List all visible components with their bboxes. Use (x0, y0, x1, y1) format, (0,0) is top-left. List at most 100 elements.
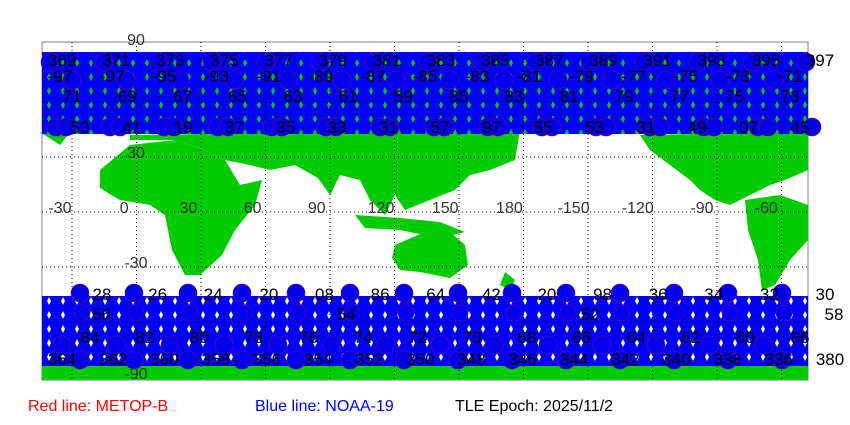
pass-label: 364 (48, 350, 76, 369)
pass-marker (232, 350, 252, 370)
pass-marker (440, 70, 460, 90)
pass-label: 19 (173, 118, 192, 137)
pass-label: 65 (228, 87, 247, 106)
graticule (42, 42, 808, 380)
pass-label: 71 (63, 87, 82, 106)
lon-tick-label: -60 (755, 200, 778, 217)
pass-marker (592, 335, 612, 355)
pass-label: 348 (457, 350, 485, 369)
pass-label: 20 (537, 285, 556, 304)
pass-marker (721, 304, 739, 322)
north-america (640, 132, 808, 205)
pass-label: 381 (373, 51, 401, 70)
pass-label: 76 (299, 328, 318, 347)
pass-marker (322, 335, 342, 355)
lon-tick-label: 120 (368, 200, 395, 217)
pass-label: 68 (517, 328, 536, 347)
pass-label: 375 (210, 51, 238, 70)
pass-label: 358 (201, 350, 229, 369)
pass-marker (610, 283, 630, 303)
pass-marker (634, 52, 654, 72)
pass-label: 64 (627, 328, 646, 347)
pass-marker (538, 335, 558, 355)
pass-marker (70, 283, 90, 303)
pass-label: 59 (394, 87, 413, 106)
pass-marker (94, 52, 114, 72)
pass-marker (56, 117, 76, 137)
pass-label: 34 (704, 285, 723, 304)
pass-marker (772, 350, 792, 370)
pass-marker (127, 304, 145, 322)
pass-label: 53 (585, 118, 604, 137)
pass-marker (376, 335, 396, 355)
pass-marker (106, 335, 126, 355)
pass-marker (256, 52, 276, 72)
pass-marker (494, 70, 514, 90)
lon-tick-label: -30 (48, 200, 71, 217)
pass-label: 352 (355, 350, 383, 369)
legend-blue-line: Blue line: NOAA-19 (255, 398, 394, 415)
pass-label: 60 (736, 328, 755, 347)
pass-label: 86 (791, 328, 810, 347)
pass-marker (710, 70, 730, 90)
pass-label: 56 (93, 305, 112, 324)
lon-tick-label: 180 (496, 200, 523, 217)
pass-label: 70 (463, 328, 482, 347)
pass-marker (286, 283, 306, 303)
pass-marker (386, 70, 406, 90)
pass-marker (178, 350, 198, 370)
pass-marker (650, 117, 670, 137)
pass-marker (124, 283, 144, 303)
pass-marker (380, 117, 400, 137)
pass-marker (559, 304, 577, 322)
pass-marker (224, 70, 244, 90)
pass-marker (340, 283, 360, 303)
pass-label: 20 (259, 285, 278, 304)
pass-marker (73, 304, 91, 322)
pass-label: 37 (225, 118, 244, 137)
pass-marker (700, 335, 720, 355)
pass-label: 389 (589, 51, 617, 70)
pass-label: 69 (118, 87, 137, 106)
pass-label: 35 (276, 118, 295, 137)
pass-label: 64 (426, 285, 445, 304)
pass-label: 362 (99, 350, 127, 369)
pass-label: 84 (81, 328, 100, 347)
pass-label: 83 (504, 87, 523, 106)
lon-tick-label: -120 (622, 200, 654, 217)
pass-label: 49 (688, 118, 707, 137)
pass-label: 72 (408, 328, 427, 347)
pass-marker (610, 350, 630, 370)
legend-red-line: Red line: METOP-B (28, 398, 169, 415)
pass-label: -91 (256, 67, 281, 86)
pass-label: 356 (253, 350, 281, 369)
land-masses (40, 130, 808, 290)
pass-marker (310, 52, 330, 72)
lon-tick-label: 0 (120, 200, 129, 217)
pass-label: 31 (379, 118, 398, 137)
pass-marker (278, 70, 298, 90)
pass-label: 75 (725, 87, 744, 106)
pass-marker (70, 350, 90, 370)
pass-marker (772, 283, 792, 303)
pass-marker (286, 350, 306, 370)
pass-marker (116, 70, 136, 90)
pass-label: 338 (713, 350, 741, 369)
pass-marker (160, 335, 180, 355)
pass-marker (148, 52, 168, 72)
pass-marker (289, 304, 307, 322)
pass-marker (202, 52, 222, 72)
pass-marker (718, 283, 738, 303)
pass-marker (472, 52, 492, 72)
pass-label: 77 (670, 87, 689, 106)
lon-tick-label: 30 (180, 200, 198, 217)
pass-label: 346 (509, 350, 537, 369)
pass-marker (448, 283, 468, 303)
pass-marker (688, 52, 708, 72)
pass-label: 55 (533, 118, 552, 137)
pass-label: -93 (204, 67, 229, 86)
lon-tick-label: 60 (244, 200, 262, 217)
pass-marker (178, 283, 198, 303)
pass-label: 33 (328, 118, 347, 137)
